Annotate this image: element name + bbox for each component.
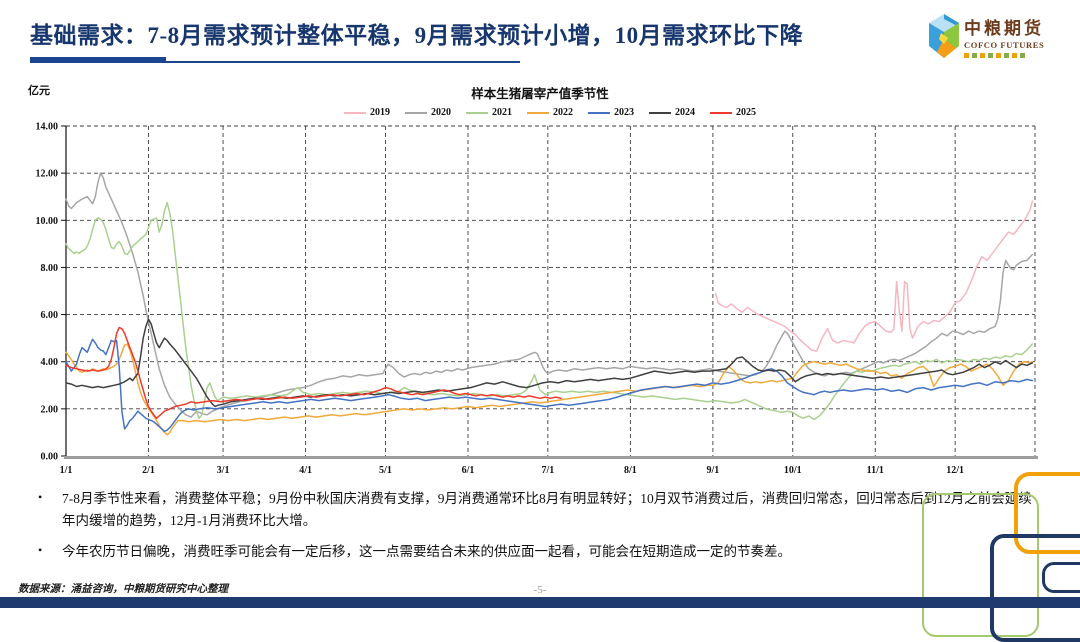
legend-item-2025: 2025 xyxy=(710,107,756,118)
legend-swatch-2025 xyxy=(710,111,732,114)
legend-item-2023: 2023 xyxy=(588,107,634,118)
series-line-2022 xyxy=(65,343,1034,436)
x-tick-label: 2/1 xyxy=(142,465,155,476)
legend-item-2019: 2019 xyxy=(344,107,390,118)
logo-tagline-marks xyxy=(964,53,1044,58)
series-line-2020 xyxy=(65,172,1034,418)
y-tick-label: 14.00 xyxy=(36,122,59,133)
x-tick-label: 11/1 xyxy=(867,465,884,476)
bullet-marker: • xyxy=(38,490,43,504)
x-tick-label: 3/1 xyxy=(217,465,230,476)
legend-swatch-2023 xyxy=(588,111,610,114)
legend-item-2024: 2024 xyxy=(649,107,695,118)
cofco-logo-text: 中粮期货 COFCO FUTURES xyxy=(964,14,1044,58)
title-underline-thin xyxy=(30,61,520,63)
x-tick-label: 5/1 xyxy=(379,465,392,476)
series-line-2023 xyxy=(65,338,1034,433)
y-tick-label: 4.00 xyxy=(41,357,59,368)
cofco-logo-sub: COFCO FUTURES xyxy=(964,40,1045,50)
legend-label-2023: 2023 xyxy=(614,107,634,118)
y-tick-label: 8.00 xyxy=(41,263,59,274)
x-tick-label: 7/1 xyxy=(541,465,554,476)
series-line-2019 xyxy=(714,200,1034,352)
x-tick-label: 1/1 xyxy=(60,465,73,476)
y-tick-label: 2.00 xyxy=(41,404,59,415)
legend-swatch-2021 xyxy=(466,111,488,114)
x-tick-label: 8/1 xyxy=(624,465,637,476)
axis-tick-labels: 0.00 2.00 4.00 6.00 8.00 10.00 12.00 14.00 1/1 2/… xyxy=(36,122,965,477)
title-underline-thick xyxy=(30,57,166,63)
notes-section: • 7-8月季节性来看，消费整体平稳；9月份中秋国庆消费有支撑，9月消费通常环比… xyxy=(30,488,1040,573)
series-line-2021 xyxy=(65,201,1034,421)
bullet-text-1: 7-8月季节性来看，消费整体平稳；9月份中秋国庆消费有支撑，9月消费通常环比8月… xyxy=(62,491,1032,528)
legend-label-2020: 2020 xyxy=(431,107,451,118)
x-tick-label: 12/1 xyxy=(946,465,964,476)
axes xyxy=(61,125,1038,459)
page-title: 基础需求：7-8月需求预计整体平稳，9月需求预计小增，10月需求环比下降 xyxy=(30,23,804,48)
y-tick-label: 0.00 xyxy=(41,452,59,463)
legend-swatch-2019 xyxy=(344,111,366,114)
decor-rounded-rect-orange xyxy=(1014,472,1080,554)
series-lines xyxy=(65,172,1034,436)
legend-item-2022: 2022 xyxy=(527,107,573,118)
legend-item-2021: 2021 xyxy=(466,107,512,118)
data-source-note: 数据来源：涌益咨询，中粮期货研究中心整理 xyxy=(18,584,228,595)
legend-label-2025: 2025 xyxy=(736,107,756,118)
legend-label-2024: 2024 xyxy=(675,107,695,118)
series-line-2025 xyxy=(65,326,562,420)
bullet-item-1: • 7-8月季节性来看，消费整体平稳；9月份中秋国庆消费有支撑，9月消费通常环比… xyxy=(30,488,1040,531)
series-line-2024 xyxy=(65,318,1034,408)
bottom-bar xyxy=(0,597,1080,608)
bullet-marker: • xyxy=(38,543,43,558)
legend-label-2019: 2019 xyxy=(370,107,390,118)
legend-item-2020: 2020 xyxy=(405,107,451,118)
bullet-item-2: • 今年农历节日偏晚，消费旺季可能会有一定后移，这一点需要结合未来的供应面一起看… xyxy=(30,541,1040,563)
legend-swatch-2024 xyxy=(649,111,671,114)
seasonality-chart: 亿元 样本生猪屠宰产值季节性 2019 2020 2021 2022 2023 2024 2… xyxy=(0,78,1080,482)
cofco-logo-name: 中粮期货 xyxy=(964,19,1044,38)
gridlines xyxy=(66,125,1036,461)
chart-legend: 2019 2020 2021 2022 2023 2024 2025 xyxy=(0,107,1080,118)
x-tick-label: 10/1 xyxy=(784,465,802,476)
legend-swatch-2020 xyxy=(405,111,427,114)
legend-label-2022: 2022 xyxy=(553,107,573,118)
x-tick-label: 4/1 xyxy=(299,465,312,476)
decor-rounded-rect-navy-small xyxy=(1042,562,1080,593)
cofco-logo: 中粮期货 COFCO FUTURES xyxy=(928,12,1078,62)
title-underline xyxy=(30,57,520,64)
page-number: -5- xyxy=(533,584,547,596)
x-tick-label: 9/1 xyxy=(706,465,719,476)
chart-title: 样本生猪屠宰产值季节性 xyxy=(471,87,609,101)
slide: { "header": { "title": "基础需求：7-8月需求预计整体平… xyxy=(0,12,1080,642)
y-tick-label: 6.00 xyxy=(41,310,59,321)
y-axis-unit-label: 亿元 xyxy=(28,85,50,97)
legend-label-2021: 2021 xyxy=(492,107,512,118)
chart-plot-area: 0.00 2.00 4.00 6.00 8.00 10.00 12.00 14.00 1/1 2/… xyxy=(36,122,1038,477)
legend-swatch-2022 xyxy=(527,111,549,114)
y-tick-label: 12.00 xyxy=(36,169,59,180)
y-tick-label: 10.00 xyxy=(36,216,59,227)
x-tick-label: 6/1 xyxy=(462,465,475,476)
cofco-cube-icon xyxy=(929,14,959,58)
bullet-text-2: 今年农历节日偏晚，消费旺季可能会有一定后移，这一点需要结合未来的供应面一起看，可… xyxy=(62,544,791,560)
